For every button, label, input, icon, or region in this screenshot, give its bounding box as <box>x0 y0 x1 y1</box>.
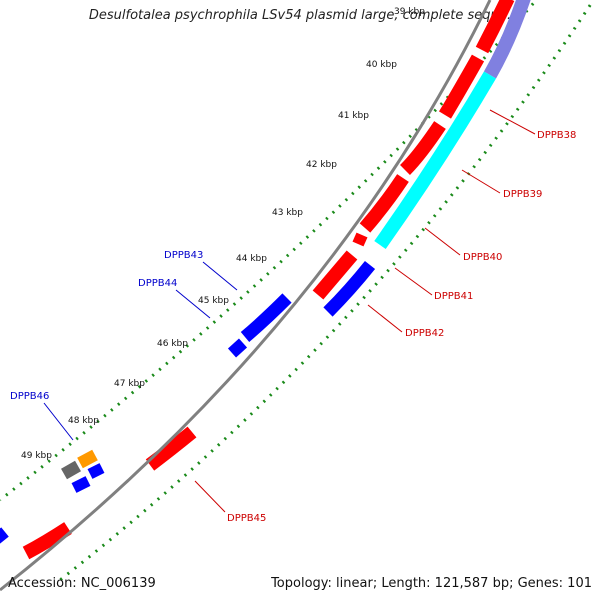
cyan-feature[interactable] <box>374 71 497 250</box>
cds-DPPB39[interactable] <box>399 121 446 175</box>
leader-DPPB44 <box>175 289 211 319</box>
feature-track <box>0 0 531 560</box>
leader-DPPB41 <box>394 267 433 296</box>
cds-DPPB43[interactable] <box>240 293 292 342</box>
leader-DPPB42 <box>367 304 403 333</box>
gene-label-DPPB41[interactable]: DPPB41 <box>434 291 473 302</box>
sequence-backbone <box>0 0 492 592</box>
gene-label-DPPB43[interactable]: DPPB43 <box>164 250 203 261</box>
gene-label-DPPB42[interactable]: DPPB42 <box>405 328 444 339</box>
cds-DPPB41[interactable] <box>312 250 358 300</box>
blue-small-feature-1[interactable] <box>87 463 105 479</box>
cds-DPPB38[interactable] <box>438 54 485 119</box>
leader-DPPB38 <box>489 109 536 135</box>
cds-DPPB40[interactable] <box>359 174 409 233</box>
leader-DPPB39 <box>461 169 501 194</box>
gene-label-DPPB46[interactable]: DPPB46 <box>10 391 49 402</box>
kbp-label: 43 kbp <box>272 208 303 218</box>
gene-label-DPPB40[interactable]: DPPB40 <box>463 252 502 263</box>
leader-DPPB45 <box>194 480 226 513</box>
map-title: Desulfotalea psychrophila LSv54 plasmid … <box>88 8 512 23</box>
leader-DPPB46 <box>43 402 74 441</box>
purple-feature[interactable] <box>483 0 531 79</box>
gene-label-DPPB39[interactable]: DPPB39 <box>503 189 542 200</box>
gene-label-DPPB44[interactable]: DPPB44 <box>138 278 177 289</box>
cds-DPPB45[interactable] <box>145 426 197 471</box>
kbp-label: 48 kbp <box>68 416 99 426</box>
orange-feature[interactable] <box>77 449 98 469</box>
kbp-label: 47 kbp <box>114 379 145 389</box>
topology-summary: Topology: linear; Length: 121,587 bp; Ge… <box>271 576 592 591</box>
gene-label-DPPB45[interactable]: DPPB45 <box>227 513 266 524</box>
blue-small-feature-2[interactable] <box>71 476 91 493</box>
kbp-label: 44 kbp <box>236 254 267 264</box>
kbp-label: 41 kbp <box>338 111 369 121</box>
kbp-label: 40 kbp <box>366 60 397 70</box>
leader-DPPB40 <box>424 227 461 256</box>
cds-lower-left-blue[interactable] <box>0 527 9 544</box>
kbp-label: 49 kbp <box>21 451 52 461</box>
grey-feature[interactable] <box>61 460 81 480</box>
gene-labels: DPPB38 DPPB39 DPPB40 DPPB41 DPPB42 DPPB4… <box>10 130 576 524</box>
gene-label-leaders <box>43 109 536 513</box>
cds-DPPB44[interactable] <box>227 338 248 358</box>
cds-DPPB40b[interactable] <box>352 232 368 247</box>
kbp-label: 42 kbp <box>306 160 337 170</box>
leader-DPPB43 <box>202 261 238 291</box>
accession-text: Accession: NC_006139 <box>8 576 156 591</box>
kbp-label: 39 kbp <box>394 7 425 17</box>
kbp-label: 45 kbp <box>198 296 229 306</box>
gene-label-DPPB38[interactable]: DPPB38 <box>537 130 576 141</box>
cds-DPPB37[interactable] <box>475 0 515 54</box>
cds-lower-left-red[interactable] <box>22 522 72 560</box>
cds-DPPB42[interactable] <box>323 260 376 317</box>
kbp-labels: 39 kbp 40 kbp 41 kbp 42 kbp 43 kbp 44 kb… <box>21 7 425 461</box>
kbp-label: 46 kbp <box>157 339 188 349</box>
